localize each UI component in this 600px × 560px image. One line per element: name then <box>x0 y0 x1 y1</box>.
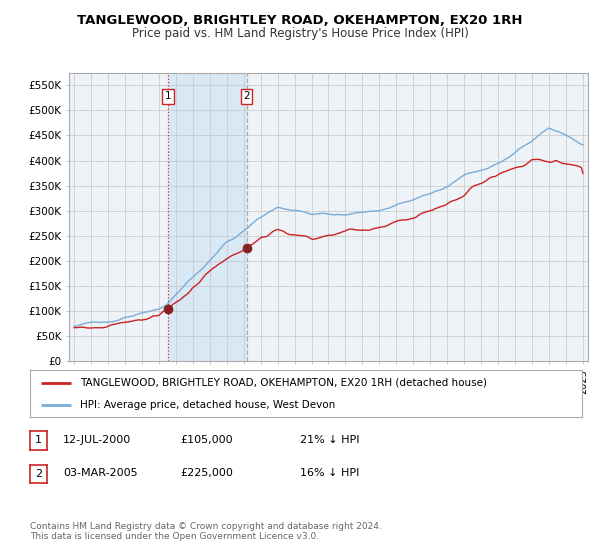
Text: 1: 1 <box>35 436 42 445</box>
Text: 2: 2 <box>35 469 42 479</box>
Text: Contains HM Land Registry data © Crown copyright and database right 2024.: Contains HM Land Registry data © Crown c… <box>30 522 382 531</box>
Bar <box>168 73 247 361</box>
Text: 16% ↓ HPI: 16% ↓ HPI <box>300 468 359 478</box>
Text: 03-MAR-2005: 03-MAR-2005 <box>63 468 137 478</box>
Text: Price paid vs. HM Land Registry's House Price Index (HPI): Price paid vs. HM Land Registry's House … <box>131 27 469 40</box>
Text: 21% ↓ HPI: 21% ↓ HPI <box>300 435 359 445</box>
Text: 12-JUL-2000: 12-JUL-2000 <box>63 435 131 445</box>
Text: 2: 2 <box>243 91 250 101</box>
Text: £105,000: £105,000 <box>180 435 233 445</box>
Text: HPI: Average price, detached house, West Devon: HPI: Average price, detached house, West… <box>80 400 335 410</box>
Text: This data is licensed under the Open Government Licence v3.0.: This data is licensed under the Open Gov… <box>30 532 319 541</box>
Text: £225,000: £225,000 <box>180 468 233 478</box>
Text: TANGLEWOOD, BRIGHTLEY ROAD, OKEHAMPTON, EX20 1RH: TANGLEWOOD, BRIGHTLEY ROAD, OKEHAMPTON, … <box>77 14 523 27</box>
Text: TANGLEWOOD, BRIGHTLEY ROAD, OKEHAMPTON, EX20 1RH (detached house): TANGLEWOOD, BRIGHTLEY ROAD, OKEHAMPTON, … <box>80 378 487 388</box>
Text: 1: 1 <box>164 91 171 101</box>
